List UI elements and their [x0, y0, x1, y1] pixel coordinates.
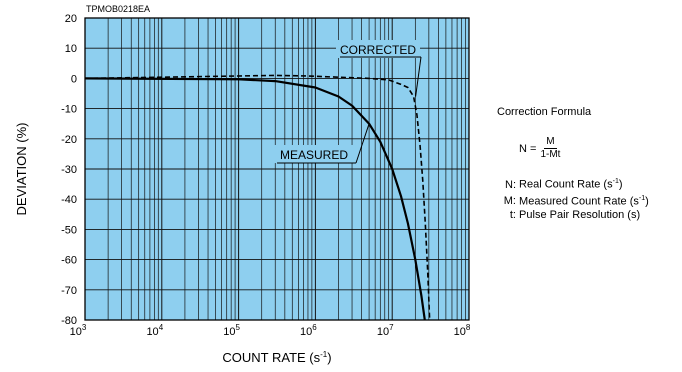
formula-definitions: N: Real Count Rate (s-1) M: Measured Coun… [497, 175, 677, 222]
definition-symbol: N: [505, 178, 516, 191]
plot-border [84, 17, 470, 321]
formula-numerator: M [544, 136, 557, 149]
correction-formula-panel: Correction Formula N = M 1-Mt N: Real Co… [497, 106, 677, 222]
measured-label: MEASURED [280, 148, 348, 162]
definition-symbol: t: [509, 209, 516, 222]
x-tick-labels: 103 104 105 106 107 108 [70, 323, 471, 338]
corrected-label: CORRECTED [340, 43, 416, 57]
y-tick-labels: 20 10 0 -10 -20 -30 -40 -50 -60 -70 -80 [61, 13, 77, 327]
x-axis-title: COUNT RATE (s-1) [222, 350, 331, 365]
formula-definition: t: Pulse Pair Resolution (s) [497, 208, 677, 222]
annotation-layer: CORRECTED MEASURED [274, 40, 422, 164]
y-axis-title: DEVIATION (%) [14, 123, 29, 216]
formula-definition: M: Measured Count Rate (s-1) [497, 192, 677, 209]
measured-label-box [274, 145, 354, 163]
y-tick-label: -30 [61, 164, 77, 176]
y-tick-label: -70 [61, 285, 77, 297]
x-tick-label: 107 [377, 323, 394, 338]
y-tick-label: 0 [71, 73, 77, 85]
formula-title: Correction Formula [497, 106, 592, 118]
y-tick-label: -80 [61, 315, 77, 327]
x-tick-label: 108 [454, 323, 471, 338]
series-corrected [85, 74, 431, 320]
x-tick-label: 106 [300, 323, 317, 338]
measured-leader [355, 123, 370, 164]
corrected-leader [415, 56, 422, 97]
corrected-label-box [336, 40, 420, 58]
figure-code: TPMOB0218EA [86, 4, 150, 14]
formula-lhs: N = [519, 142, 537, 155]
definition-symbol: M: [503, 195, 516, 208]
y-tick-label: 20 [65, 13, 77, 25]
y-tick-label: -20 [61, 134, 77, 146]
x-tick-label: 103 [70, 323, 87, 338]
x-tick-label: 105 [223, 323, 240, 338]
formula-equation: N = M 1-Mt [519, 136, 677, 161]
y-tick-label: -40 [61, 194, 77, 206]
series-measured [85, 77, 426, 320]
y-tick-label: -60 [61, 255, 77, 267]
x-tick-label: 104 [146, 323, 163, 338]
y-tick-label: -50 [61, 224, 77, 236]
series-layer [85, 74, 431, 320]
formula-fraction: M 1-Mt [540, 136, 560, 161]
y-tick-label: -10 [61, 104, 77, 116]
y-tick-label: 10 [65, 43, 77, 55]
formula-denominator: 1-Mt [540, 149, 561, 160]
formula-definition: N: Real Count Rate (s-1) [497, 175, 677, 192]
